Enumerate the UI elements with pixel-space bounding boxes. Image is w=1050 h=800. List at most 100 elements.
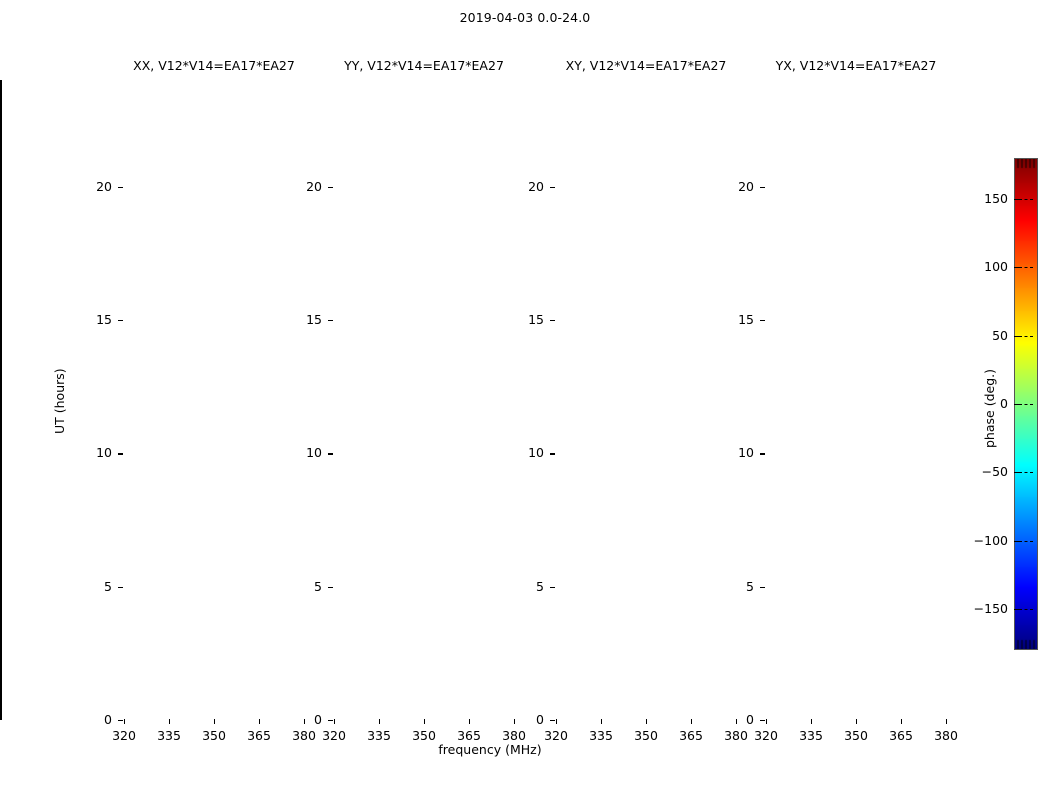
x-tick-365 bbox=[259, 719, 261, 724]
y-tick-label-p3-0: 0 bbox=[746, 712, 754, 727]
x-axis-title: frequency (MHz) bbox=[438, 742, 542, 757]
x-tick-380 bbox=[736, 719, 738, 724]
y-tick-label-p3-5: 5 bbox=[746, 578, 754, 594]
y-tick-label-p3-20: 20 bbox=[738, 178, 754, 194]
y-tick-label-p0-15: 15 bbox=[96, 312, 112, 327]
y-tick-10 bbox=[760, 453, 765, 455]
x-tick-365 bbox=[469, 719, 471, 724]
panel-title-yy: YY, V12*V14=EA17*EA27 bbox=[344, 58, 504, 73]
y-axis-title: UT (hours) bbox=[52, 368, 67, 434]
x-tick-380 bbox=[304, 719, 306, 724]
colorbar-tick-label-0: 0 bbox=[1000, 396, 1008, 411]
y-tick-5 bbox=[328, 586, 333, 588]
y-tick-label-p1-10: 10 bbox=[306, 445, 322, 461]
y-tick-label-p3-15: 15 bbox=[738, 312, 754, 327]
colorbar-tick--100 bbox=[1014, 540, 1019, 542]
y-tick-10 bbox=[328, 453, 333, 455]
y-tick-0 bbox=[760, 720, 765, 722]
x-tick-label-335: 335 bbox=[799, 728, 823, 743]
y-tick-label-p1-15: 15 bbox=[306, 312, 322, 327]
x-tick-label-350: 350 bbox=[412, 728, 436, 743]
y-tick-label-p0-5: 5 bbox=[104, 578, 112, 594]
y-tick-label-p0-0: 0 bbox=[104, 712, 112, 727]
x-tick-label-365: 365 bbox=[247, 728, 271, 743]
x-tick-label-380: 380 bbox=[292, 728, 316, 743]
colorbar-tick-label-100: 100 bbox=[984, 259, 1008, 275]
x-tick-label-320: 320 bbox=[544, 728, 568, 743]
y-tick-label-p2-20: 20 bbox=[528, 178, 544, 194]
colorbar-dash--150 bbox=[1019, 609, 1033, 610]
x-tick-label-380: 380 bbox=[502, 728, 526, 743]
y-tick-label-p2-15: 15 bbox=[528, 312, 544, 327]
x-tick-label-365: 365 bbox=[679, 728, 703, 743]
y-tick-0 bbox=[550, 720, 555, 722]
y-tick-label-p2-10: 10 bbox=[528, 445, 544, 461]
x-tick-label-380: 380 bbox=[724, 728, 748, 743]
y-tick-5 bbox=[550, 586, 555, 588]
y-tick-label-p0-20: 20 bbox=[96, 178, 112, 194]
colorbar-tick-150 bbox=[1014, 199, 1019, 201]
colorbar-tick-label-50: 50 bbox=[992, 327, 1008, 343]
y-tick-5 bbox=[760, 586, 765, 588]
x-tick-380 bbox=[514, 719, 516, 724]
x-tick-335 bbox=[379, 719, 381, 724]
y-tick-label-p1-5: 5 bbox=[314, 578, 322, 594]
y-tick-label-p1-0: 0 bbox=[314, 712, 322, 727]
x-tick-320 bbox=[766, 719, 768, 724]
x-tick-label-320: 320 bbox=[112, 728, 136, 743]
x-tick-350 bbox=[856, 719, 858, 724]
x-tick-335 bbox=[811, 719, 813, 724]
x-tick-350 bbox=[424, 719, 426, 724]
panel-title-xy: XY, V12*V14=EA17*EA27 bbox=[565, 58, 727, 73]
y-tick-15 bbox=[760, 320, 765, 322]
y-tick-15 bbox=[118, 320, 123, 322]
x-tick-350 bbox=[214, 719, 216, 724]
x-tick-label-320: 320 bbox=[322, 728, 346, 743]
figure-suptitle: 2019-04-03 0.0-24.0 bbox=[459, 10, 591, 25]
x-tick-label-350: 350 bbox=[634, 728, 658, 743]
y-tick-15 bbox=[328, 320, 333, 322]
colorbar-dash-0 bbox=[1019, 404, 1033, 405]
heatmap-image-yx bbox=[1, 81, 2, 719]
y-tick-20 bbox=[118, 186, 123, 188]
x-tick-label-380: 380 bbox=[934, 728, 958, 743]
x-tick-350 bbox=[646, 719, 648, 724]
y-tick-20 bbox=[328, 186, 333, 188]
colorbar-tick-100 bbox=[1014, 267, 1019, 269]
colorbar-tick-50 bbox=[1014, 335, 1019, 337]
y-tick-label-p2-5: 5 bbox=[536, 578, 544, 594]
y-tick-label-p2-0: 0 bbox=[536, 712, 544, 727]
x-tick-label-365: 365 bbox=[889, 728, 913, 743]
y-tick-0 bbox=[328, 720, 333, 722]
y-tick-10 bbox=[550, 453, 555, 455]
x-tick-label-350: 350 bbox=[202, 728, 226, 743]
y-tick-20 bbox=[760, 186, 765, 188]
colorbar-tick-0 bbox=[1014, 404, 1019, 406]
y-tick-0 bbox=[118, 720, 123, 722]
x-tick-380 bbox=[946, 719, 948, 724]
x-tick-365 bbox=[901, 719, 903, 724]
panel-title-xx: XX, V12*V14=EA17*EA27 bbox=[133, 58, 295, 73]
x-tick-label-335: 335 bbox=[367, 728, 391, 743]
colorbar-tick-label--100: −100 bbox=[973, 532, 1008, 548]
panel-title-yx: YX, V12*V14=EA17*EA27 bbox=[775, 58, 937, 73]
x-tick-365 bbox=[691, 719, 693, 724]
x-tick-335 bbox=[601, 719, 603, 724]
heatmap-panel-yx[interactable] bbox=[0, 80, 2, 720]
x-tick-label-335: 335 bbox=[157, 728, 181, 743]
y-tick-15 bbox=[550, 320, 555, 322]
colorbar-dash-150 bbox=[1019, 199, 1033, 200]
y-tick-label-p0-10: 10 bbox=[96, 445, 112, 461]
x-tick-label-365: 365 bbox=[457, 728, 481, 743]
colorbar-tick-label-150: 150 bbox=[984, 191, 1008, 206]
colorbar-tick-label--150: −150 bbox=[973, 601, 1008, 616]
y-tick-label-p1-20: 20 bbox=[306, 178, 322, 194]
colorbar-tick-label--50: −50 bbox=[981, 464, 1008, 480]
colorbar-tick--50 bbox=[1014, 472, 1019, 474]
x-tick-320 bbox=[334, 719, 336, 724]
x-tick-label-335: 335 bbox=[589, 728, 613, 743]
colorbar-dash-100 bbox=[1019, 267, 1033, 269]
x-tick-320 bbox=[556, 719, 558, 724]
x-tick-label-320: 320 bbox=[754, 728, 778, 743]
